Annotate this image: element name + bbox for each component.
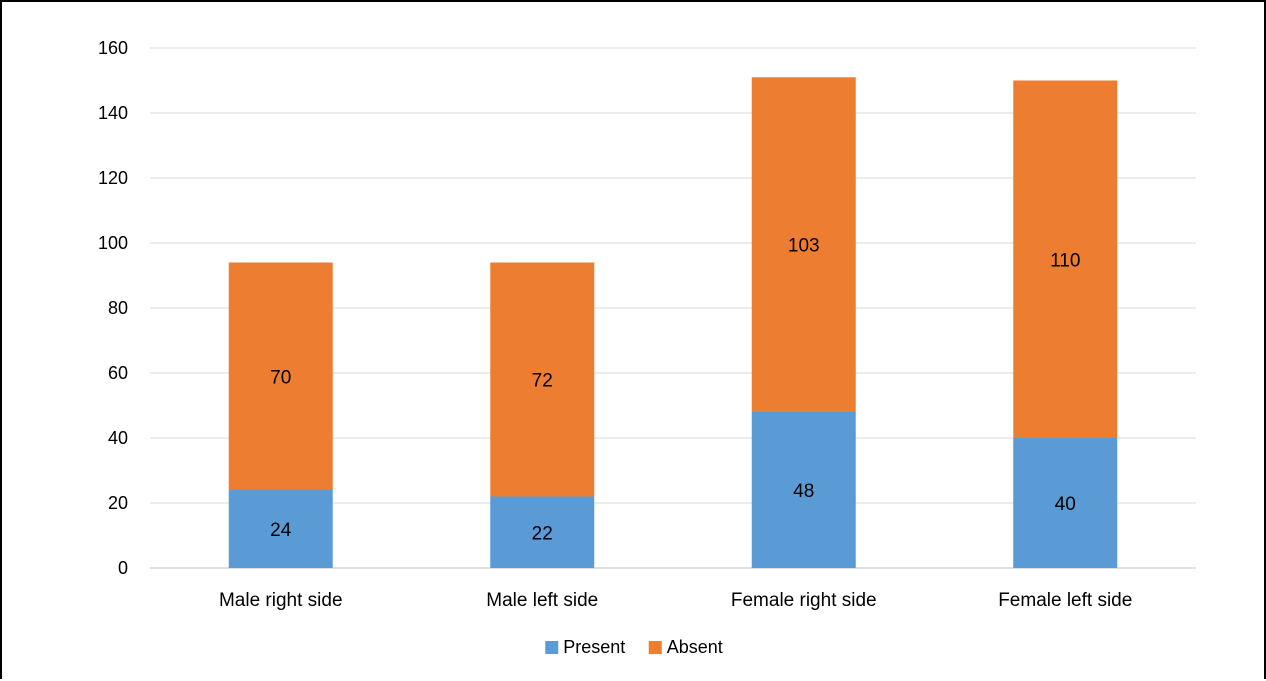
data-label: 70	[270, 367, 291, 388]
x-tick-label: Male left side	[486, 590, 598, 611]
y-tick-label: 20	[108, 493, 128, 513]
legend-swatch-present	[545, 641, 559, 654]
bar-absent	[1013, 80, 1118, 438]
y-tick-label: 140	[98, 103, 128, 123]
data-label: 40	[1055, 494, 1076, 515]
data-label: 24	[270, 520, 292, 541]
bar-present	[228, 490, 333, 568]
y-tick-label: 160	[98, 38, 128, 58]
y-tick-label: 120	[98, 168, 128, 188]
bar-present	[490, 496, 595, 568]
bar-absent	[490, 262, 595, 497]
x-tick-label: Female left side	[998, 590, 1132, 611]
legend-label-absent: Absent	[667, 637, 723, 657]
x-tick-label: Male right side	[219, 590, 343, 611]
legend-swatch-absent	[648, 641, 662, 654]
bar-present	[751, 412, 856, 568]
y-tick-label: 0	[118, 558, 128, 578]
y-tick-label: 100	[98, 233, 128, 253]
data-label: 72	[532, 371, 553, 392]
y-tick-label: 60	[108, 363, 128, 383]
y-tick-label: 80	[108, 298, 128, 318]
legend-label-present: Present	[563, 637, 625, 657]
y-tick-label: 40	[108, 428, 128, 448]
data-label: 22	[532, 523, 553, 544]
data-label: 48	[793, 481, 814, 502]
bar-absent	[228, 262, 333, 490]
x-tick-label: Female right side	[731, 590, 877, 611]
data-label: 103	[788, 236, 820, 257]
bar-absent	[751, 77, 856, 412]
data-label: 110	[1050, 250, 1080, 271]
bar-present	[1013, 438, 1118, 568]
